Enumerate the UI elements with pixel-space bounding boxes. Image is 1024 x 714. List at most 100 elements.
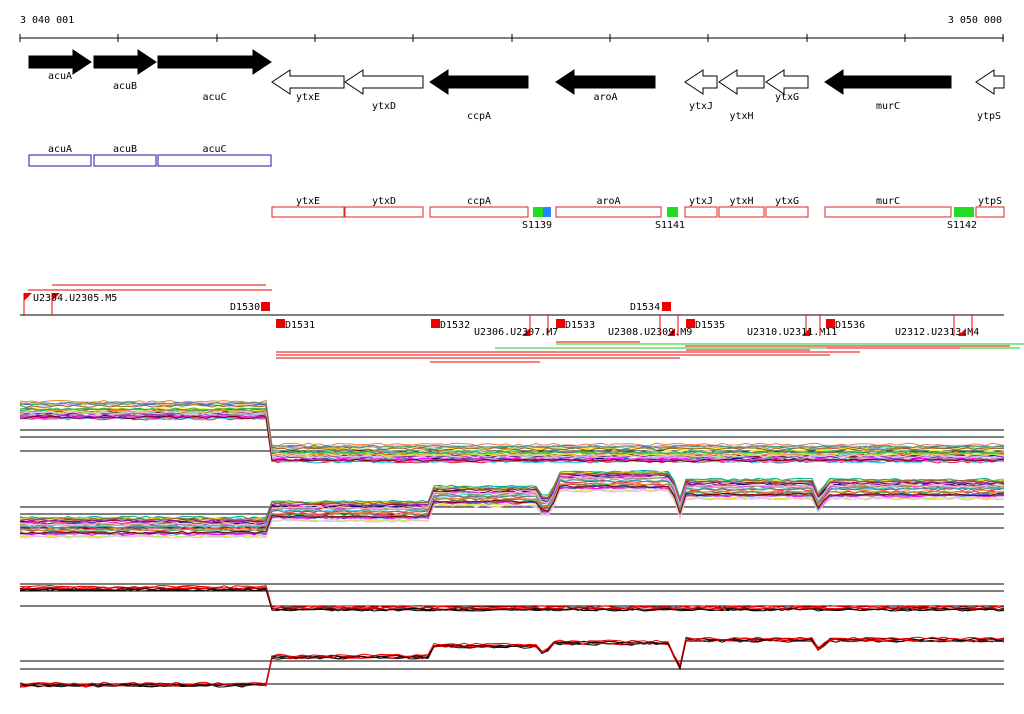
transcript-ytxG[interactable]: ytxG bbox=[765, 196, 809, 218]
profile-line bbox=[19, 637, 1005, 687]
transcript-ccpA[interactable]: ccpA bbox=[429, 196, 529, 218]
transcript-box[interactable] bbox=[555, 206, 662, 218]
gene-arrow[interactable] bbox=[429, 69, 529, 95]
marker-D1534[interactable]: D1534 bbox=[630, 302, 671, 313]
gene-murC[interactable]: murC bbox=[824, 69, 952, 112]
signal-box[interactable] bbox=[667, 207, 678, 217]
cds-label: acuA bbox=[48, 144, 72, 155]
profile-line bbox=[19, 472, 1005, 523]
marker-square[interactable] bbox=[686, 319, 695, 328]
cds-acuC[interactable]: acuC bbox=[157, 144, 272, 167]
profile-line bbox=[19, 489, 1005, 539]
transcript-box[interactable] bbox=[429, 206, 529, 218]
cds-acuB[interactable]: acuB bbox=[93, 144, 157, 167]
profile-line bbox=[19, 411, 1005, 458]
transcript-aroA[interactable]: aroA bbox=[555, 196, 662, 218]
profile-line bbox=[19, 584, 1005, 609]
cds-label: acuB bbox=[113, 144, 137, 155]
marker-D1536[interactable]: D1536 bbox=[826, 319, 865, 331]
gene-acuA[interactable]: acuA bbox=[28, 49, 92, 82]
unit-flag bbox=[52, 293, 60, 301]
gene-arrow[interactable] bbox=[344, 69, 424, 95]
marker-square[interactable] bbox=[826, 319, 835, 328]
unit-flag bbox=[522, 328, 530, 336]
transcript-box[interactable] bbox=[765, 206, 809, 218]
gene-arrow[interactable] bbox=[271, 69, 345, 95]
signal-box[interactable] bbox=[954, 207, 974, 217]
gene-ytxJ[interactable]: ytxJ bbox=[684, 69, 718, 112]
gene-ccpA[interactable]: ccpA bbox=[429, 69, 529, 122]
transcript-box[interactable] bbox=[344, 206, 424, 218]
transcript-box[interactable] bbox=[684, 206, 718, 218]
gene-arrow[interactable] bbox=[684, 69, 718, 95]
gene-ytpS[interactable]: ytpS bbox=[975, 69, 1005, 122]
marker-D1533[interactable]: D1533 bbox=[556, 319, 595, 331]
signal-box-secondary[interactable] bbox=[543, 207, 551, 217]
transcript-box[interactable] bbox=[824, 206, 952, 218]
gene-label: ytpS bbox=[977, 111, 1001, 122]
transcript-ytxD[interactable]: ytxD bbox=[344, 196, 424, 218]
transcript-ytpS[interactable]: ytpS bbox=[975, 196, 1005, 218]
transcript-box[interactable] bbox=[975, 206, 1005, 218]
transcript-ytxJ[interactable]: ytxJ bbox=[684, 196, 718, 218]
gene-acuC[interactable]: acuC bbox=[157, 49, 272, 103]
marker-square[interactable] bbox=[662, 302, 671, 311]
profile-line bbox=[19, 404, 1005, 451]
signal-S1139[interactable]: S1139 bbox=[522, 207, 552, 231]
transcript-murC[interactable]: murC bbox=[824, 196, 952, 218]
gene-arrow[interactable] bbox=[765, 69, 809, 95]
gene-arrow[interactable] bbox=[975, 69, 1005, 95]
marker-label: D1533 bbox=[565, 320, 595, 331]
marker-D1531[interactable]: D1531 bbox=[276, 319, 315, 331]
profile-panel bbox=[19, 469, 1005, 539]
gene-aroA[interactable]: aroA bbox=[555, 69, 656, 103]
marker-D1535[interactable]: D1535 bbox=[686, 319, 725, 331]
transcript-ytxH[interactable]: ytxH bbox=[718, 196, 765, 218]
cds-box[interactable] bbox=[157, 154, 272, 167]
end-coordinate: 3 050 000 bbox=[948, 15, 1002, 26]
gene-label: acuA bbox=[48, 71, 72, 82]
gene-arrow[interactable] bbox=[157, 49, 272, 75]
gene-arrow[interactable] bbox=[555, 69, 656, 95]
signal-box[interactable] bbox=[533, 207, 543, 217]
gene-ytxH[interactable]: ytxH bbox=[718, 69, 765, 122]
gene-label: ytxD bbox=[372, 101, 396, 112]
profile-line bbox=[19, 636, 1005, 686]
profile-line bbox=[19, 469, 1005, 520]
signal-S1142[interactable]: S1142 bbox=[947, 207, 977, 231]
marker-D1530[interactable]: D1530 bbox=[230, 302, 270, 313]
signal-label: S1142 bbox=[947, 220, 977, 231]
marker-square[interactable] bbox=[431, 319, 440, 328]
unit-label: U2306.U2307.M7 bbox=[474, 327, 558, 338]
gene-ytxG[interactable]: ytxG bbox=[765, 69, 809, 103]
signal-S1141[interactable]: S1141 bbox=[655, 207, 685, 231]
profile-line bbox=[19, 401, 1005, 449]
profile-line bbox=[20, 479, 1005, 529]
marker-label: D1536 bbox=[835, 320, 865, 331]
gene-arrow[interactable] bbox=[718, 69, 765, 95]
cds-box[interactable] bbox=[28, 154, 92, 167]
marker-D1532[interactable]: D1532 bbox=[431, 319, 470, 331]
gene-ytxE[interactable]: ytxE bbox=[271, 69, 345, 103]
gene-acuB[interactable]: acuB bbox=[93, 49, 157, 92]
transcript-box[interactable] bbox=[718, 206, 765, 218]
profile-line bbox=[19, 476, 1005, 526]
gene-arrow[interactable] bbox=[824, 69, 952, 95]
profile-line bbox=[19, 411, 1005, 459]
gene-label: ytxH bbox=[729, 111, 753, 122]
marker-square[interactable] bbox=[556, 319, 565, 328]
signal-label: S1139 bbox=[522, 220, 552, 231]
transcription-unit-track: D1530 D1534 D1531 D1532 D1533 D1535 D1536 U2304… bbox=[20, 284, 1024, 363]
profile-line bbox=[19, 401, 1005, 449]
cds-acuA[interactable]: acuA bbox=[28, 144, 92, 167]
transcript-box[interactable] bbox=[271, 206, 345, 218]
cds-box[interactable] bbox=[93, 154, 157, 167]
profile-line bbox=[19, 475, 1005, 525]
gene-arrow[interactable] bbox=[93, 49, 157, 75]
transcript-ytxE[interactable]: ytxE bbox=[271, 196, 345, 218]
gene-ytxD[interactable]: ytxD bbox=[344, 69, 424, 112]
marker-square[interactable] bbox=[276, 319, 285, 328]
marker-square[interactable] bbox=[261, 302, 270, 311]
gene-arrow[interactable] bbox=[28, 49, 92, 75]
